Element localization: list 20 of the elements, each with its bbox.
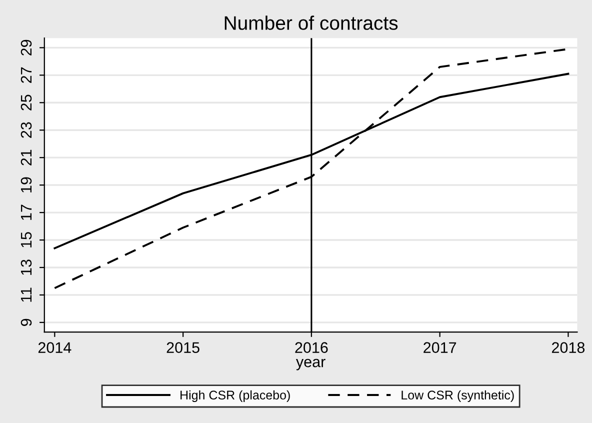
y-tick-label: 15: [20, 232, 32, 248]
x-tick-label: 2015: [166, 342, 200, 353]
y-tick-label: 29: [20, 40, 32, 56]
legend-label: High CSR (placebo): [180, 390, 290, 402]
y-tick-label: 17: [20, 204, 32, 220]
y-tick-label: 13: [20, 260, 32, 275]
y-tick-label: 25: [20, 94, 32, 110]
y-tick-label: 19: [20, 177, 32, 192]
chart-title: Number of contracts: [224, 16, 398, 30]
legend-label: Low CSR (synthetic): [402, 390, 514, 402]
x-tick-label: 2017: [424, 342, 456, 353]
x-tick-label: 2016: [295, 342, 328, 353]
y-tick-label: 11: [20, 288, 32, 302]
x-tick-label: 2014: [38, 342, 72, 353]
x-tick-label: 2018: [552, 342, 585, 353]
x-axis-title: year: [296, 358, 326, 370]
y-tick-label: 23: [20, 122, 32, 138]
y-tick-label: 21: [20, 150, 32, 166]
y-tick-label: 9: [20, 318, 32, 326]
y-tick-label: 27: [20, 67, 32, 83]
